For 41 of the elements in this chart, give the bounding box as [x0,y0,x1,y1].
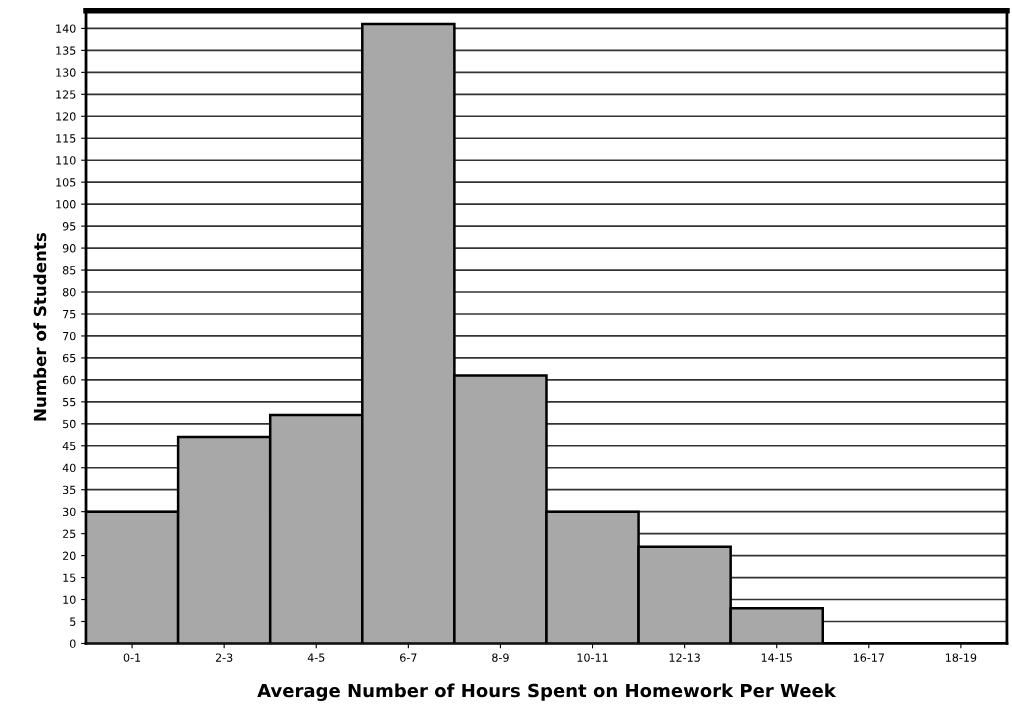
x-tick-label: 6-7 [400,653,417,662]
y-tick-label: 110 [56,156,76,165]
y-tick-label: 100 [56,200,76,209]
y-tick-label: 65 [62,353,76,363]
x-tick-label: 0-1 [123,653,141,662]
y-tick-label: 60 [62,375,76,385]
y-tick-label: 130 [56,68,76,77]
y-tick-label: 140 [56,24,76,33]
x-tick-label: 4-5 [307,653,325,662]
y-tick-label: 105 [56,178,76,187]
y-tick-label: 125 [56,90,76,99]
x-tick-label: 10-11 [577,653,608,662]
y-tick-label: 70 [63,331,76,341]
y-tick-label: 45 [62,441,76,451]
y-tick-label: 5 [70,617,76,626]
x-tick-label: 8-9 [492,653,509,662]
y-tick-label: 120 [56,112,76,121]
x-tick-label: 2-3 [215,653,233,662]
y-tick-label: 115 [56,134,76,143]
y-tick-label: 95 [62,222,76,231]
x-tick-label: 18-19 [945,653,977,662]
y-tick-label: 40 [62,463,76,473]
y-tick-label: 35 [63,485,76,495]
y-tick-label: 0 [69,639,76,648]
y-tick-label: 80 [62,287,76,297]
x-tick-label: 12-13 [669,653,700,662]
y-axis-title: Number of Students [33,233,47,421]
y-tick-label: 85 [62,266,76,275]
y-tick-label: 10 [63,595,76,604]
y-tick-label: 50 [63,419,76,429]
y-tick-label: 55 [63,397,76,407]
x-tick-label: 16-17 [853,653,884,662]
y-tick-label: 135 [56,46,76,55]
y-tick-label: 15 [63,573,76,582]
y-tick-label: 75 [63,310,76,319]
x-tick-label: 14-15 [761,653,792,662]
y-tick-label: 25 [62,529,76,539]
y-tick-label: 20 [62,551,76,560]
x-axis-title: Average Number of Hours Spent on Homework Per Week [257,683,837,702]
y-tick-label: 30 [63,507,76,517]
y-tick-label: 90 [62,244,76,253]
